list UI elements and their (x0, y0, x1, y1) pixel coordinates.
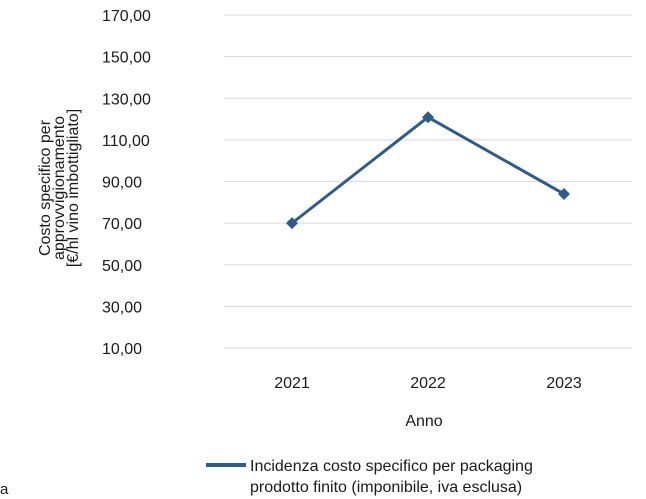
series-lines (291, 115, 565, 225)
legend: Incidenza costo specifico per packaging … (206, 458, 533, 496)
edge-text-fragment: a (0, 481, 9, 498)
x-axis-title: Anno (405, 413, 442, 430)
x-tick-label: 2022 (410, 375, 446, 392)
y-tick-label: 110,00 (102, 133, 150, 150)
y-tick-label: 10,00 (102, 341, 142, 358)
data-point-marker (286, 217, 298, 230)
y-tick-label: 150,00 (102, 50, 151, 67)
x-tick-label: 2023 (546, 375, 582, 392)
data-point-marker (422, 111, 434, 124)
y-axis-title-line-3: [€/hl vino imbottigliato] (65, 109, 82, 267)
x-axis-tick-labels: 2021 2022 2023 (274, 375, 582, 392)
series-line (291, 115, 565, 225)
y-axis-title: Costo specifico per approvvigionamento [… (37, 109, 82, 267)
y-tick-label: 70,00 (102, 216, 142, 233)
y-tick-label: 90,00 (102, 175, 142, 192)
y-axis-title-line-1: Costo specifico per (37, 119, 54, 256)
y-tick-label: 130,00 (102, 91, 151, 108)
legend-label-line-2: prodotto finito (imponibile, iva esclusa… (250, 479, 522, 496)
gridlines (224, 14, 632, 349)
y-axis-title-line-2: approvvigionamento (51, 116, 68, 260)
x-tick-label: 2021 (274, 375, 310, 392)
y-tick-label: 170,00 (102, 8, 151, 25)
series-markers (286, 111, 570, 230)
y-axis-tick-labels: 170,00 150,00 130,00 110,00 90,00 70,00 50,00 3… (102, 8, 151, 358)
y-tick-label: 30,00 (102, 299, 142, 316)
y-tick-label: 50,00 (102, 258, 142, 275)
legend-label-line-1: Incidenza costo specifico per packaging (250, 458, 533, 475)
data-point-marker (558, 187, 570, 200)
